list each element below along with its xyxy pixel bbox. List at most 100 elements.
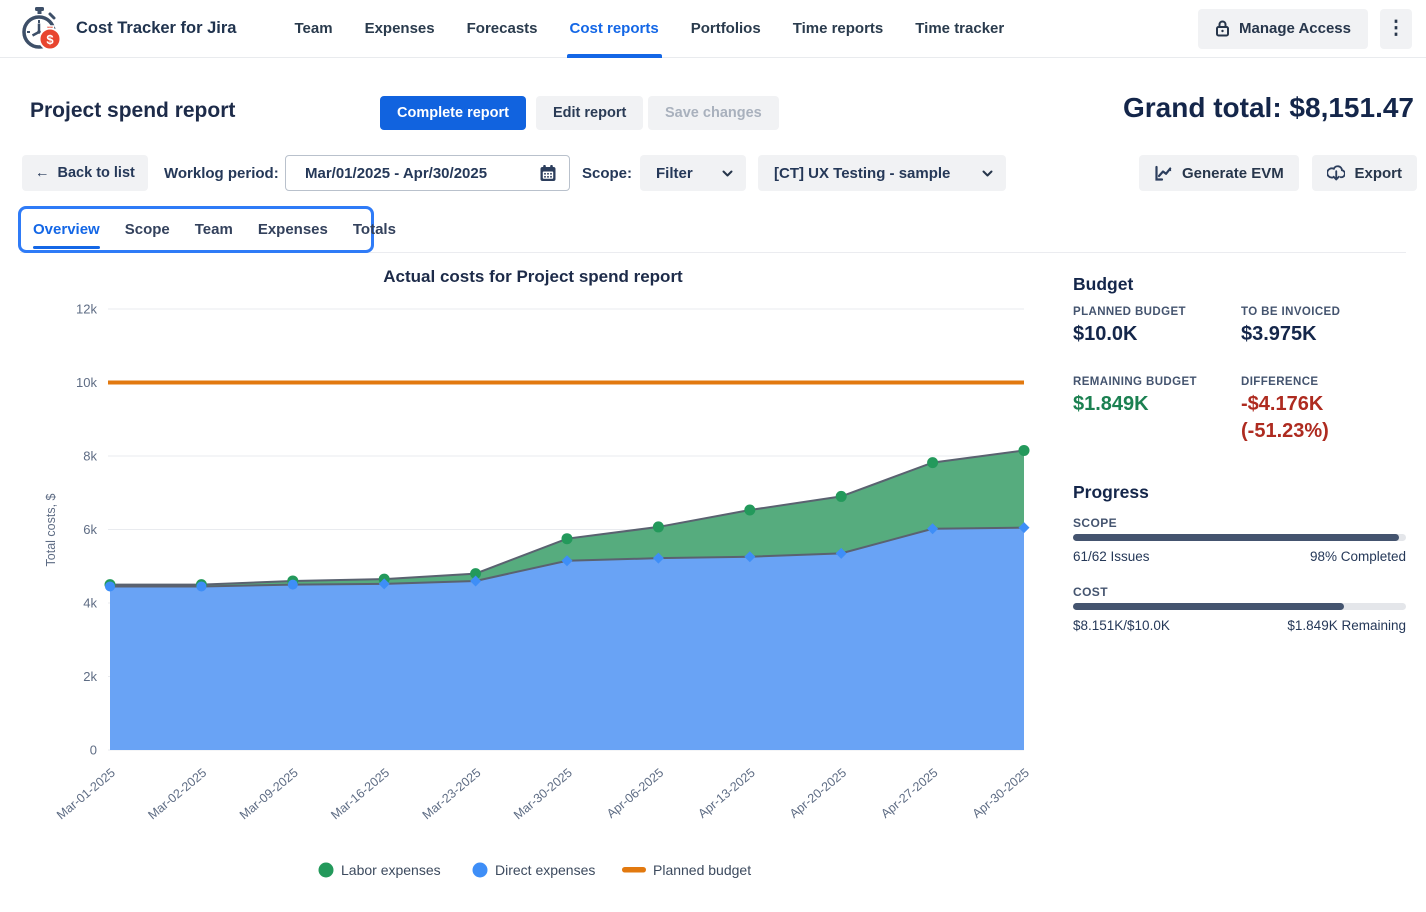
tab-team[interactable]: Team [194,221,233,238]
scope-completed-percent: 98% Completed [1309,549,1406,564]
cost-progress-bar [1073,603,1406,610]
worklog-period-value: Mar/01/2025 - Apr/30/2025 [305,164,488,182]
main-nav: Team Expenses Forecasts Cost reports Por… [294,0,1005,58]
export-button[interactable]: Export [1312,155,1417,191]
x-tick-label: Apr-30-2025 [970,766,1032,821]
difference-percent: (-51.23%) [1241,420,1329,442]
evm-chart-icon [1155,165,1172,181]
svg-text:$: $ [46,32,54,47]
labor-point-Apr-06-2025[interactable] [652,521,664,533]
worklog-period-input[interactable]: Mar/01/2025 - Apr/30/2025 [285,155,570,191]
nav-time-reports[interactable]: Time reports [792,20,884,37]
project-selector-dropdown[interactable]: [CT] UX Testing - sample [758,155,1006,191]
kebab-menu-button[interactable]: ⋮ [1380,8,1412,49]
edit-report-button[interactable]: Edit report [536,96,644,130]
header-actions: Manage Access ⋮ [1197,8,1412,49]
app-logo-stopwatch-icon: $ [22,6,62,50]
labor-point-Apr-13-2025[interactable] [744,504,756,516]
nav-forecasts[interactable]: Forecasts [466,20,538,37]
planned-budget-value: $10.0K [1073,323,1138,345]
direct-point-Apr-27-2025[interactable] [927,523,939,535]
manage-access-label: Manage Access [1238,20,1351,37]
direct-point-Apr-06-2025[interactable] [652,552,664,564]
tabs-divider [20,252,1406,253]
nav-expenses[interactable]: Expenses [364,20,435,37]
y-axis-title: Total costs, $ [44,493,58,566]
x-tick-label: Mar-02-2025 [145,766,209,823]
cost-spent-vs-budget: $8.151K/$10.0K [1073,618,1170,633]
labor-point-Apr-27-2025[interactable] [927,457,939,469]
calendar-icon [540,165,556,181]
nav-time-tracker[interactable]: Time tracker [915,20,1005,37]
app-title: Cost Tracker for Jira [76,19,237,37]
nav-team[interactable]: Team [294,20,333,37]
legend-label: Labor expenses [341,862,441,878]
legend-swatch-planned-budget [622,867,646,873]
cost-remaining: $1.849K Remaining [1287,618,1406,633]
difference-value: -$4.176K [1241,393,1324,415]
tab-expenses[interactable]: Expenses [257,221,328,238]
direct-expenses-area [110,527,1024,750]
direct-point-Mar-09-2025[interactable] [287,579,298,590]
generate-evm-button[interactable]: Generate EVM [1139,155,1299,191]
x-tick-label: Mar-16-2025 [328,766,392,823]
difference-label: DIFFERENCE [1241,376,1319,388]
labor-point-Apr-30-2025[interactable] [1018,444,1030,456]
project-selector-value: [CT] UX Testing - sample [774,164,951,182]
labor-expenses-area [110,450,1024,587]
save-changes-button-disabled[interactable]: Save changes [648,96,779,130]
lock-icon [1215,20,1229,37]
worklog-period-label: Worklog period: [164,164,279,182]
tab-totals[interactable]: Totals [352,221,396,238]
page-title: Project spend report [30,99,236,122]
nav-cost-reports[interactable]: Cost reports [566,0,662,58]
remaining-budget-value: $1.849K [1073,393,1149,415]
direct-point-Mar-02-2025[interactable] [196,581,207,592]
export-label: Export [1354,164,1402,182]
tab-scope[interactable]: Scope [124,221,170,238]
export-cloud-download-icon [1327,164,1346,180]
labor-point-Mar-30-2025[interactable] [561,533,573,545]
cost-progress-label: COST [1073,585,1108,599]
remaining-budget-label: REMAINING BUDGET [1073,376,1197,388]
y-tick-label: 8k [83,449,97,464]
manage-access-button[interactable]: Manage Access [1197,8,1368,49]
chevron-down-icon [982,170,993,176]
scope-filter-value: Filter [656,164,693,182]
actual-costs-area-chart: Actual costs for Project spend report 0 2k… [44,267,1032,878]
back-to-list-label: Back to list [57,165,135,181]
labor-point-Apr-20-2025[interactable] [835,490,847,502]
scope-issues-count: 61/62 Issues [1073,549,1150,564]
chart-title: Actual costs for Project spend report [383,267,683,286]
y-tick-label: 0 [90,743,97,758]
scope-filter-dropdown[interactable]: Filter [640,155,746,191]
top-nav-bar: $ Cost Tracker for Jira Team Expenses Fo… [0,0,1426,58]
direct-point-Apr-13-2025[interactable] [744,551,756,563]
direct-point-Mar-23-2025[interactable] [470,575,482,587]
legend-label: Planned budget [653,862,751,878]
scope-progress-label: SCOPE [1073,516,1118,530]
to-be-invoiced-value: $3.975K [1241,323,1317,345]
scope-progress-fill [1073,534,1400,541]
direct-point-Mar-16-2025[interactable] [378,578,390,590]
planned-budget-label: PLANNED BUDGET [1073,306,1186,318]
tab-overview[interactable]: Overview [33,209,100,250]
direct-point-Apr-30-2025[interactable] [1018,522,1030,534]
x-tick-label: Mar-30-2025 [511,766,575,823]
y-tick-label: 4k [83,596,97,611]
legend-label: Direct expenses [495,862,595,878]
nav-portfolios[interactable]: Portfolios [690,20,761,37]
direct-point-Mar-01-2025[interactable] [105,581,115,592]
chevron-down-icon [722,170,733,176]
complete-report-button[interactable]: Complete report [380,96,526,130]
y-tick-label: 10k [76,375,97,390]
labor-point-Mar-23-2025[interactable] [470,568,482,580]
tabs-highlight-box: Overview Scope Team Expenses Totals [18,206,396,253]
direct-point-Mar-30-2025[interactable] [561,555,573,567]
back-to-list-button[interactable]: ← Back to list [22,155,148,191]
x-tick-label: Mar-01-2025 [54,766,118,823]
direct-point-Apr-20-2025[interactable] [835,547,847,559]
generate-evm-label: Generate EVM [1182,164,1284,182]
x-tick-label: Mar-09-2025 [237,766,301,823]
